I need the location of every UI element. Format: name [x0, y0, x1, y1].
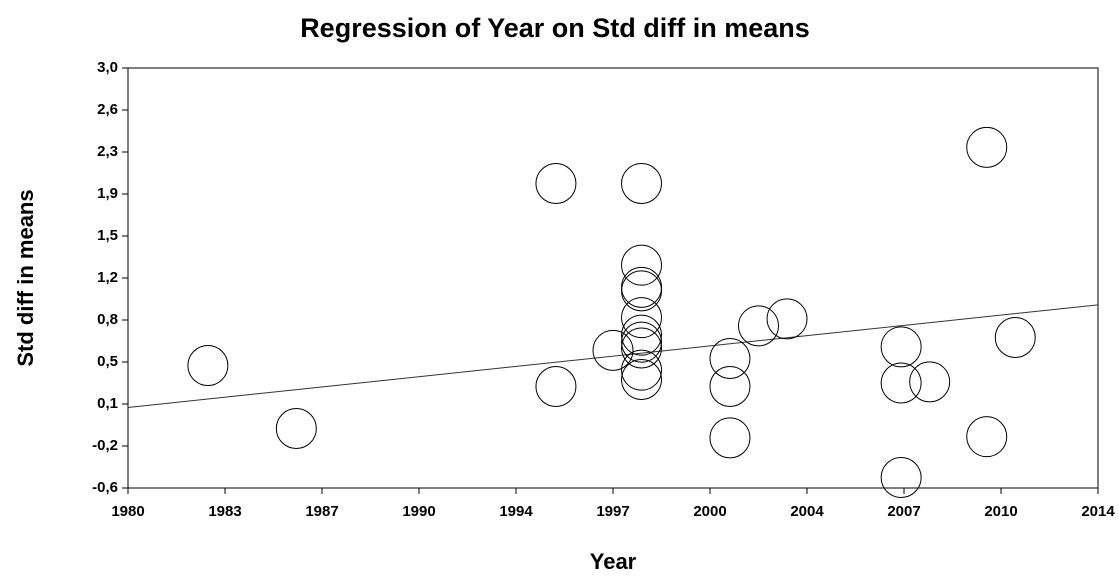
- x-tick-label: 1994: [499, 503, 533, 520]
- point: [766, 298, 808, 340]
- point: [621, 314, 663, 356]
- point: [880, 457, 922, 498]
- x-tick-label: 2007: [887, 503, 920, 520]
- x-tick-label: 1980: [111, 503, 144, 520]
- point: [187, 345, 229, 386]
- point: [966, 126, 1008, 168]
- point: [880, 362, 922, 404]
- x-tick-label: 1983: [208, 503, 241, 520]
- point: [880, 326, 922, 368]
- point: [621, 266, 663, 308]
- point: [909, 361, 951, 403]
- chart-title: Regression of Year on Std diff in means: [300, 13, 810, 43]
- point: [966, 416, 1008, 458]
- y-tick-label: 0,5: [97, 353, 118, 370]
- point: [275, 408, 317, 449]
- y-tick-label: -0,6: [92, 479, 118, 496]
- y-tick-label: 0,8: [97, 311, 118, 328]
- y-tick-label: 1,2: [97, 269, 118, 286]
- point: [621, 163, 663, 204]
- point: [621, 270, 663, 312]
- x-tick-label: 2014: [1081, 503, 1115, 520]
- point: [621, 297, 663, 339]
- point: [738, 305, 779, 347]
- point: [621, 327, 663, 369]
- point: [709, 417, 751, 459]
- x-tick-label: 2000: [693, 503, 726, 520]
- point: [621, 321, 663, 363]
- x-tick-label: 2004: [790, 503, 824, 520]
- point: [592, 329, 634, 371]
- point: [535, 366, 577, 407]
- x-tick-label: 1990: [402, 503, 435, 520]
- point: [535, 163, 577, 204]
- point: [621, 359, 663, 400]
- x-tick-label: 2010: [984, 503, 1017, 520]
- point: [709, 366, 751, 407]
- point: [621, 244, 663, 286]
- point: [994, 317, 1036, 358]
- y-tick-label: -0,2: [92, 437, 118, 454]
- x-tick-label: 1987: [305, 503, 338, 520]
- y-tick-label: 3,0: [97, 59, 118, 76]
- plot-frame: [127, 67, 1099, 489]
- x-axis-label: Year: [590, 549, 637, 574]
- x-tick-label: 1997: [596, 503, 629, 520]
- y-tick-label: 0,1: [97, 395, 118, 412]
- y-tick-label: 2,3: [97, 143, 118, 160]
- regression-line: [127, 304, 1099, 408]
- y-tick-label: 2,6: [97, 101, 118, 118]
- y-tick-label: 1,9: [97, 185, 118, 202]
- y-axis-label: Std diff in means: [13, 189, 38, 366]
- point: [709, 338, 751, 379]
- y-tick-label: 1,5: [97, 227, 118, 244]
- point: [621, 349, 663, 391]
